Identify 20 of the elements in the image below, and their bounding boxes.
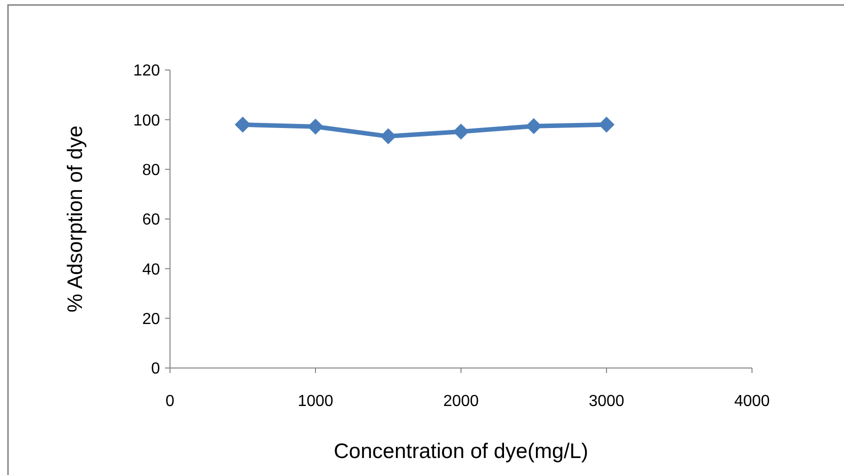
x-tick-label: 3000 [588, 393, 624, 410]
y-tick-label: 20 [142, 310, 160, 328]
x-tick-label: 2000 [443, 393, 479, 410]
x-tick-label: 1000 [298, 393, 334, 410]
y-tick-label: 80 [142, 162, 160, 179]
point [526, 118, 542, 134]
point [598, 116, 614, 133]
point [380, 128, 396, 144]
point [453, 124, 469, 140]
y-axis-title: % Adsorption of dye [64, 126, 87, 312]
x-axis-title: Concentration of dye(mg/L) [334, 440, 588, 463]
y-tick-label: 120 [133, 62, 160, 80]
point [234, 116, 251, 133]
y-tick-label: 60 [142, 212, 160, 229]
y-tick-label: 100 [133, 112, 160, 130]
x-tick-label: 4000 [734, 393, 770, 410]
point [308, 118, 324, 135]
y-tick-label: 0 [151, 360, 160, 378]
x-tick-label: 0 [166, 393, 175, 410]
y-tick-label: 40 [142, 261, 160, 278]
